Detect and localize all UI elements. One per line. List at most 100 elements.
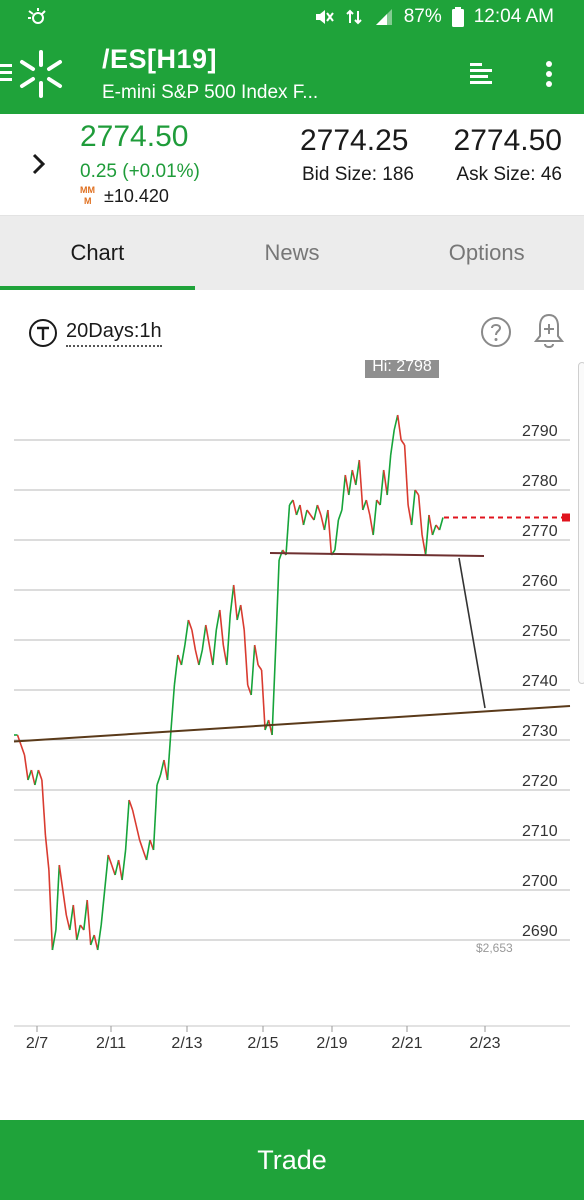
- notification-icon: [28, 8, 46, 24]
- trendline-support: [13, 705, 571, 743]
- price-segment: [152, 784, 158, 851]
- help-icon[interactable]: [480, 316, 512, 348]
- price-segment: [215, 609, 221, 631]
- x-tick-label: 2/13: [171, 1035, 202, 1052]
- price-segment: [96, 924, 102, 951]
- price-segment: [16, 734, 22, 746]
- price-segment: [41, 779, 47, 836]
- price-segment: [403, 444, 409, 506]
- price-segment: [257, 664, 263, 671]
- y-tick-label: 2720: [522, 773, 558, 790]
- price-segment: [313, 504, 319, 521]
- price-segment: [260, 669, 266, 731]
- clock: 12:04 AM: [473, 6, 554, 27]
- price-segment: [299, 504, 305, 526]
- price-segment: [316, 504, 322, 516]
- price-segment: [131, 809, 137, 826]
- x-tick-label: 2/23: [469, 1035, 500, 1052]
- price-segment: [163, 759, 169, 781]
- tab-options[interactable]: Options: [448, 240, 525, 265]
- price-segment: [358, 459, 364, 511]
- price-segment: [341, 474, 347, 511]
- battery-percent: 87%: [403, 6, 442, 27]
- price-segment: [93, 934, 99, 951]
- tab-chart[interactable]: Chart: [0, 216, 195, 290]
- tab-news[interactable]: News: [264, 240, 320, 265]
- price-segment: [89, 934, 95, 946]
- price-segment: [222, 644, 228, 666]
- price-segment: [107, 854, 113, 866]
- list-view-icon[interactable]: [468, 62, 494, 84]
- price-segment: [114, 859, 120, 876]
- price-segment: [62, 889, 68, 916]
- scroll-handle[interactable]: [578, 362, 584, 684]
- price-segment: [201, 624, 207, 651]
- price-segment: [348, 469, 354, 496]
- app-bar: /ES[H19] E-mini S&P 500 Index F...: [0, 34, 584, 114]
- x-tick-label: 2/11: [96, 1035, 126, 1052]
- ask-size: Ask Size: 46: [456, 164, 562, 185]
- price-segment: [431, 524, 437, 536]
- price-segment: [55, 864, 61, 931]
- price-segment: [219, 609, 225, 646]
- x-tick-label: 2/21: [391, 1035, 422, 1052]
- chevron-right-icon[interactable]: [30, 152, 48, 176]
- price-segment: [30, 769, 36, 786]
- y-tick-label: 2780: [522, 473, 558, 490]
- menu-icon[interactable]: [0, 62, 14, 84]
- price-segment: [351, 469, 357, 486]
- price-segment: [173, 654, 179, 686]
- more-options-icon[interactable]: [540, 60, 558, 88]
- add-alert-icon[interactable]: [534, 312, 564, 350]
- price-chart-svg: 2690 2700 2710 2720 2730 2740 2750 2760 2770 2780…: [13, 360, 571, 1052]
- price-segment: [243, 629, 249, 686]
- y-tick-label: 2690: [522, 923, 558, 940]
- price-segment: [271, 649, 277, 736]
- price-segment: [421, 534, 427, 556]
- battery-icon: [451, 7, 464, 27]
- price-segment: [382, 469, 388, 496]
- logo-icon[interactable]: [18, 48, 64, 100]
- status-bar: 87% 12:04 AM: [0, 0, 584, 34]
- price-segment: [76, 924, 82, 941]
- price-segment: [438, 517, 444, 531]
- y-tick-label: 2730: [522, 723, 558, 740]
- price-chart[interactable]: 2690 2700 2710 2720 2730 2740 2750 2760 2770 2780…: [0, 360, 584, 1060]
- price-segment: [86, 899, 92, 946]
- price-segment: [135, 824, 141, 841]
- price-segment: [180, 644, 186, 666]
- price-segment: [184, 619, 190, 646]
- trade-button[interactable]: Trade: [0, 1120, 584, 1200]
- svg-text:MM: MM: [80, 185, 95, 195]
- chart-period-selector[interactable]: 20Days:1h: [66, 320, 162, 347]
- tab-bar: Chart News Options: [0, 216, 584, 290]
- price-segment: [142, 849, 148, 861]
- price-segment: [232, 584, 238, 621]
- price-segment: [170, 684, 176, 731]
- x-tick-label: 2/15: [247, 1035, 278, 1052]
- ask-price: 2774.50: [453, 124, 562, 157]
- price-segment: [198, 649, 204, 666]
- price-segment: [250, 644, 256, 696]
- price-segment: [362, 499, 368, 511]
- price-segment: [20, 744, 26, 756]
- price-segment: [100, 889, 106, 926]
- price-segment: [417, 494, 423, 536]
- last-price-marker: [562, 513, 570, 522]
- price-segment: [110, 864, 116, 876]
- price-segment: [365, 499, 371, 516]
- price-segment: [72, 904, 78, 941]
- price-segment: [424, 514, 430, 556]
- bid-price: 2774.25: [300, 124, 409, 157]
- price-segment: [121, 849, 127, 881]
- price-segment: [34, 769, 40, 786]
- price-segment: [320, 514, 326, 531]
- market-maker-move-icon: MM M: [80, 185, 95, 206]
- y-tick-label: 2760: [522, 573, 558, 590]
- price-segment: [187, 619, 193, 631]
- price-segment: [27, 769, 33, 781]
- hi-label-box: [365, 360, 439, 378]
- price-segment: [285, 504, 291, 556]
- time-period-icon[interactable]: [28, 318, 58, 348]
- price-change: 0.25 (+0.01%): [80, 161, 200, 182]
